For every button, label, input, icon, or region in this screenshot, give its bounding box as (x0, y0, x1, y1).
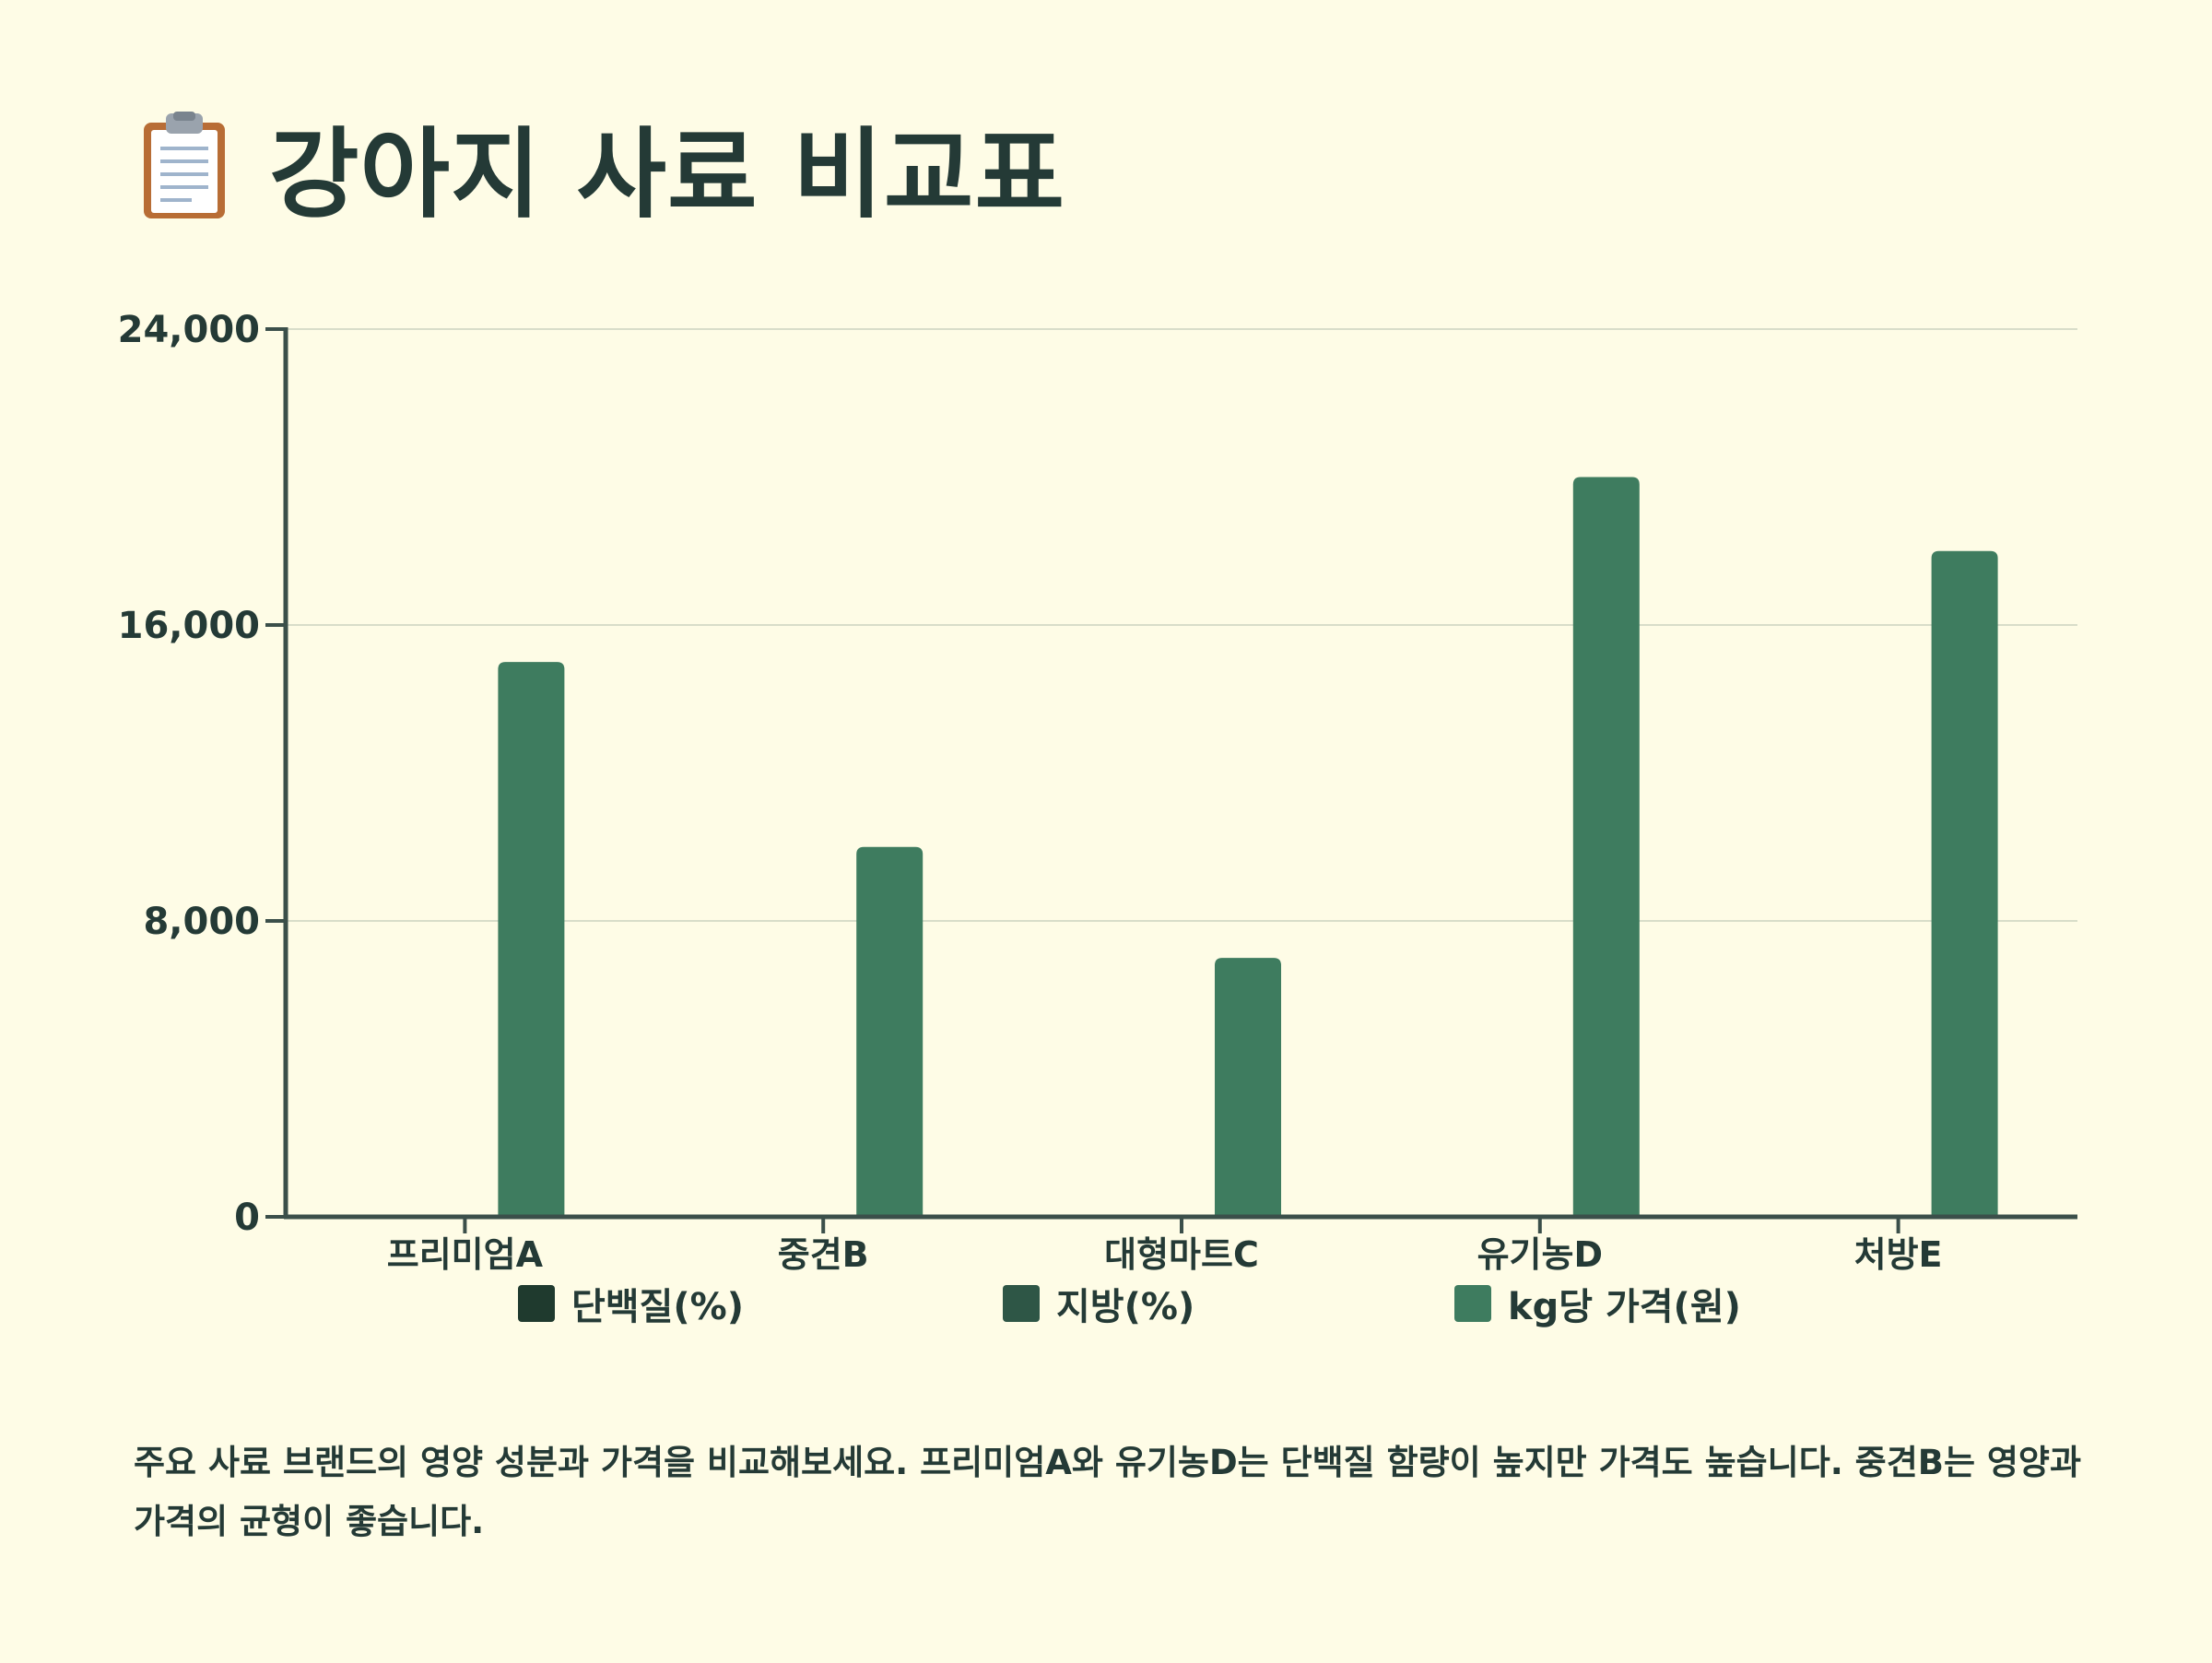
chart-description: 주요 사료 브랜드의 영양 성분과 가격을 비교해보세요. 프리미엄A와 유기농… (134, 1443, 2081, 1541)
x-tick-label: 처방E (1854, 1234, 1943, 1272)
legend-swatch (518, 1285, 555, 1322)
legend-item: 단백질(%) (518, 1277, 744, 1330)
bar-3-1 (498, 662, 565, 1217)
bar-3-5 (1931, 550, 1998, 1217)
chart-legend: 단백질(%) 지방(%) kg당 가격(원) (0, 1277, 2212, 1332)
x-tick-label: 중견B (778, 1234, 869, 1272)
bar-3-4 (1572, 477, 1640, 1217)
legend-swatch (1454, 1285, 1491, 1322)
bar-3-3 (1215, 958, 1281, 1217)
x-tick-label: 유기농D (1477, 1234, 1603, 1272)
legend-label: kg당 가격(원) (1508, 1286, 1741, 1328)
chart-title: 강아지 사료 비교표 (140, 101, 1065, 231)
bar-3-2 (856, 846, 924, 1217)
x-tick-label: 프리미엄A (387, 1234, 544, 1272)
bar-chart: 0 8,000 16,000 24,000 프리미엄A 중견B 대형마트C 유기농D 처방E (118, 309, 2077, 1272)
legend-item: 지방(%) (1003, 1277, 1194, 1330)
y-tick-label: 0 (234, 1197, 260, 1239)
x-tick-label: 대형마트C (1104, 1234, 1259, 1272)
legend-item: kg당 가격(원) (1454, 1277, 1741, 1330)
y-tick-label: 8,000 (143, 901, 260, 943)
y-tick-label: 16,000 (118, 605, 260, 647)
legend-swatch (1003, 1285, 1040, 1322)
legend-label: 단백질(%) (571, 1286, 745, 1328)
legend-label: 지방(%) (1056, 1286, 1195, 1328)
y-tick-label: 24,000 (118, 309, 260, 351)
page-title: 강아지 사료 비교표 (269, 118, 1065, 231)
clipboard-icon (144, 112, 225, 218)
